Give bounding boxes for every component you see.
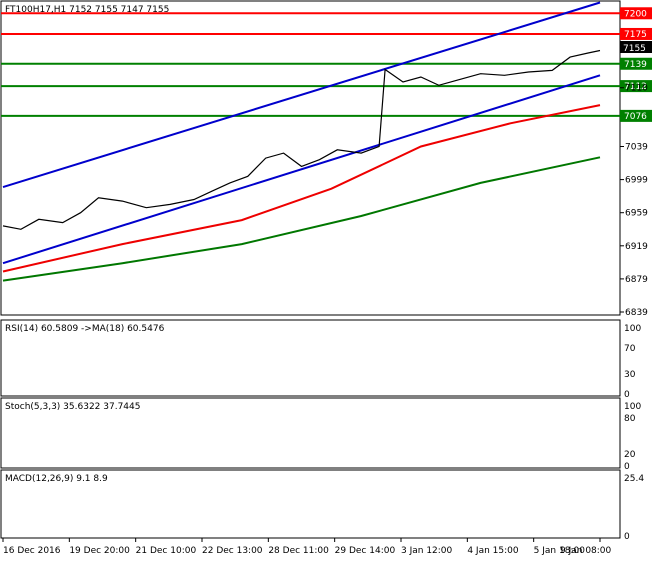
channel-lower-line: [2, 74, 601, 265]
x-tick-label: 9 Jan 08:00: [560, 546, 612, 556]
sub-y-tick-label: 20: [624, 450, 636, 460]
y-tick-label: 6919: [625, 242, 648, 252]
level-badge: [620, 80, 652, 93]
level-label: 7139: [624, 60, 647, 70]
sub-y-tick-label: 25.4: [624, 474, 644, 484]
x-tick-label: 4 Jan 15:00: [467, 546, 519, 556]
x-tick-label: 19 Dec 20:00: [69, 546, 130, 556]
moving-average-line: [2, 156, 601, 282]
moving-average-line: [2, 104, 601, 273]
rsi-title: RSI(14) 60.5809 ->MA(18) 60.5476: [5, 324, 165, 334]
level-badge: [620, 109, 652, 122]
sub-y-tick-label: 0: [624, 532, 630, 542]
sub-y-tick-label: 70: [624, 344, 636, 354]
x-tick-label: 22 Dec 13:00: [202, 546, 263, 556]
x-axis: 16 Dec 2016 19 Dec 20:00 21 Dec 10:00 22 De…: [2, 538, 612, 556]
x-tick-label: 29 Dec 14:00: [335, 546, 396, 556]
channel-upper-line: [2, 1, 601, 189]
level-label: 7175: [624, 30, 647, 40]
sub-y-tick-label: 80: [624, 414, 636, 424]
level-badge: [620, 7, 652, 20]
x-tick-label: 21 Dec 10:00: [136, 546, 197, 556]
sub-y-tick-label: 30: [624, 370, 636, 380]
level-badge: [620, 57, 652, 70]
rsi-panel: RSI(14) 60.5809 ->MA(18) 60.5476 100 70 30…: [0, 319, 641, 400]
stoch-title: Stoch(5,3,3) 35.6322 37.7445: [5, 402, 140, 412]
sub-y-tick-label: 0: [624, 390, 630, 400]
macd-title: MACD(12,26,9) 9.1 8.9: [5, 474, 108, 484]
x-tick-label: 16 Dec 2016: [3, 546, 61, 556]
y-tick-label: 6959: [625, 209, 648, 219]
level-label: 7076: [624, 112, 647, 122]
sub-y-tick-label: 100: [624, 324, 641, 334]
x-tick-label: 3 Jan 12:00: [401, 546, 453, 556]
x-tick-label: 28 Dec 11:00: [268, 546, 329, 556]
current-price-label: 7155: [623, 44, 646, 54]
y-tick-label: 6999: [625, 176, 648, 186]
sub-y-tick-label: 100: [624, 402, 641, 412]
price-line: [2, 49, 601, 230]
level-label: 7112: [624, 82, 647, 92]
main-title: FT100H17,H1 7152 7155 7147 7155: [5, 5, 169, 15]
main-panel: 7200 7175 7139 7112 7076 7110 7039 6999 6959 691…: [0, 0, 652, 318]
level-badge: [620, 27, 652, 40]
y-tick-label: 6839: [625, 308, 648, 318]
y-tick-label: 7110: [625, 84, 648, 94]
macd-panel: MACD(12,26,9) 9.1 8.9 25.4 0: [0, 469, 644, 542]
level-label: 7200: [624, 9, 647, 19]
y-tick-label: 6879: [625, 275, 648, 285]
y-tick-label: 7039: [625, 143, 648, 153]
stoch-panel: Stoch(5,3,3) 35.6322 37.7445 100 80 20 0: [0, 397, 641, 472]
sub-y-tick-label: 0: [624, 462, 630, 472]
x-tick-label: 5 Jan 18:00: [534, 546, 586, 556]
